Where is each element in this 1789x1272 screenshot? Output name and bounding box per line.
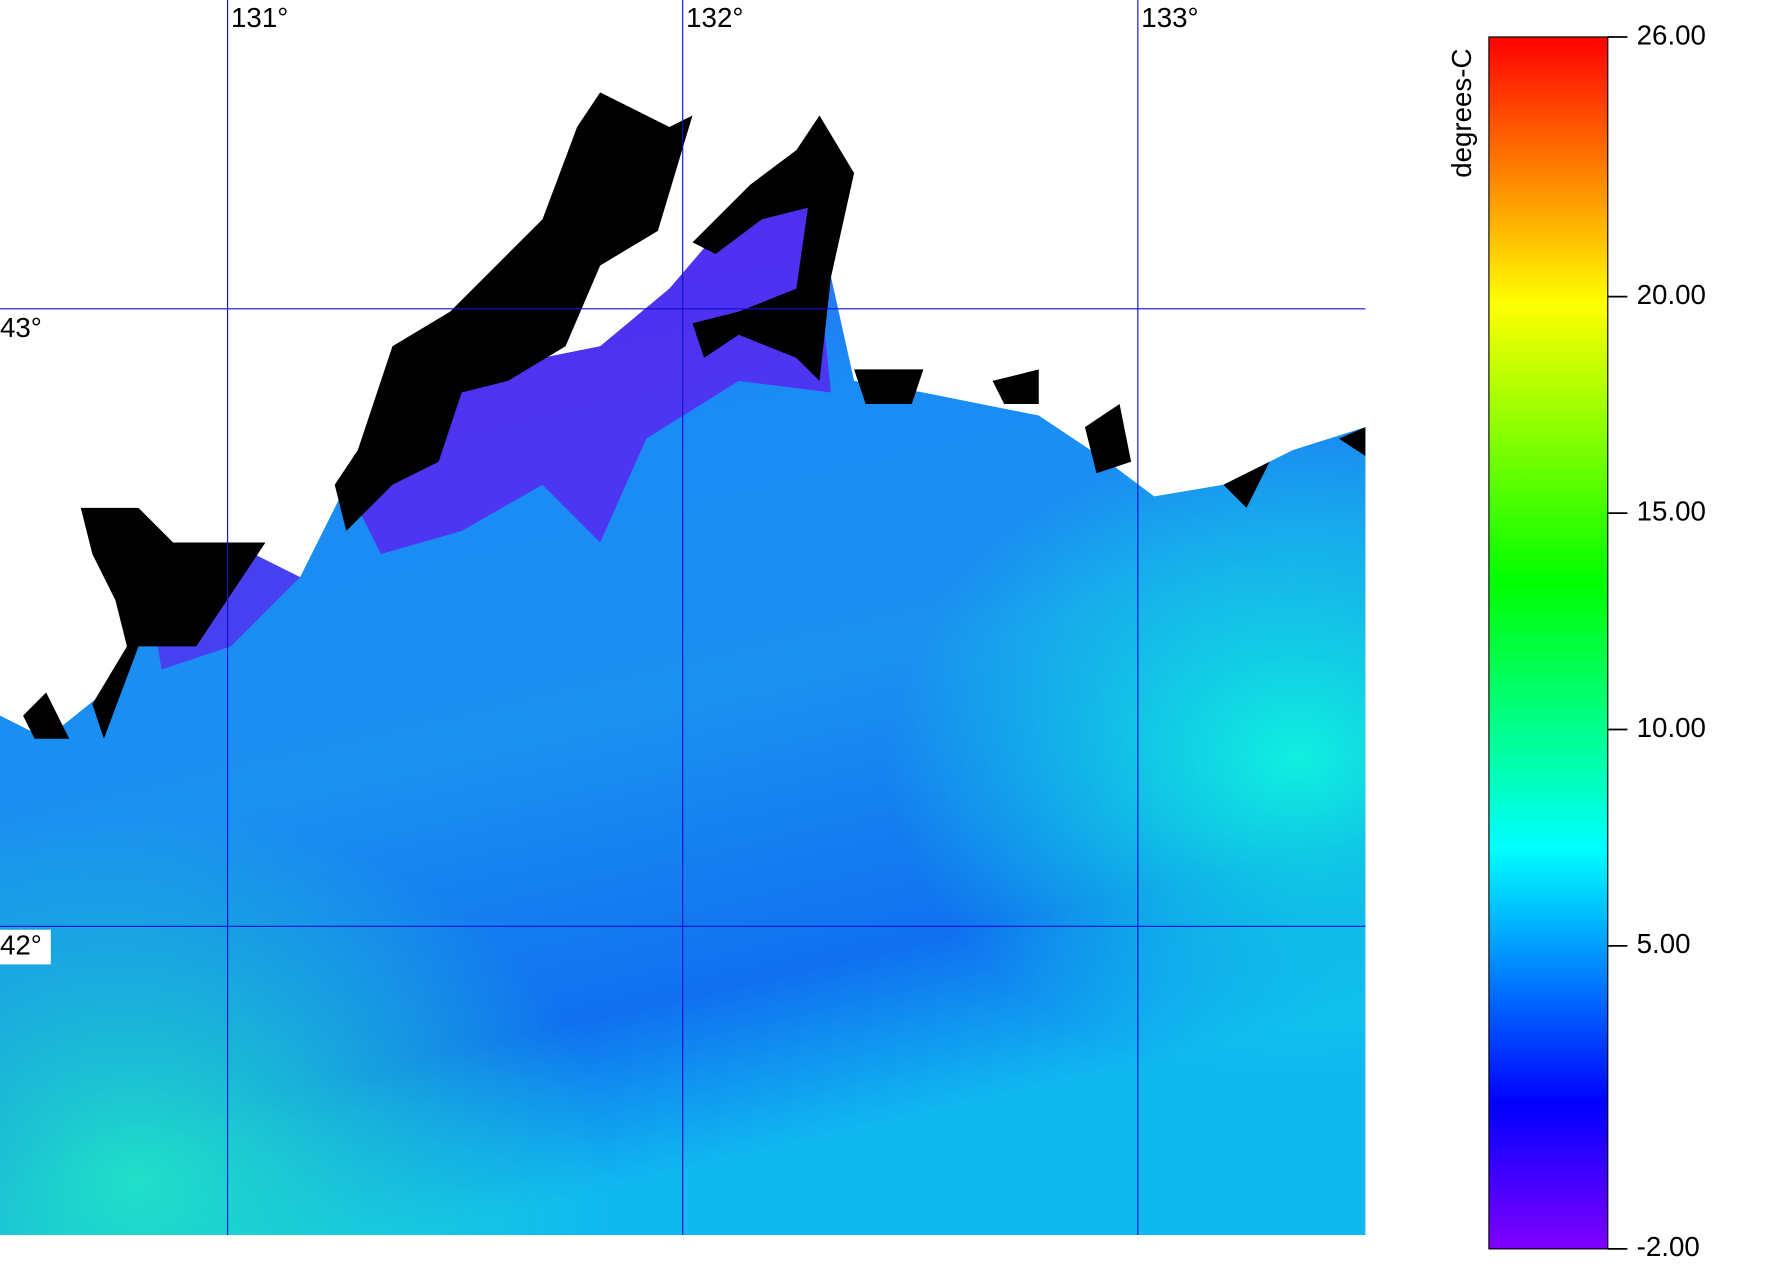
colorbar-tick-label: 10.00: [1637, 712, 1706, 743]
colorbar-tick-label: -2.00: [1637, 1231, 1700, 1262]
colorbar-tick-label: 15.00: [1637, 495, 1706, 526]
latitude-label-bg: [0, 929, 51, 965]
longitude-label: 131°: [231, 2, 288, 33]
land: [23, 92, 1366, 739]
latitude-label: 42°: [0, 929, 42, 960]
latitude-label: 43°: [0, 312, 42, 343]
colorbar-tick-label: 26.00: [1637, 19, 1706, 50]
longitude-label: 133°: [1141, 2, 1198, 33]
longitude-label: 132°: [686, 2, 743, 33]
colorbar-tick-label: 5.00: [1637, 928, 1691, 959]
latitude-label-bg: [0, 312, 51, 347]
colorbar-tick-label: 20.00: [1637, 279, 1706, 310]
colorbar: [1488, 36, 1609, 1250]
temperature-field: [0, 173, 1366, 1236]
colorbar-title: degrees-C: [1446, 49, 1477, 178]
